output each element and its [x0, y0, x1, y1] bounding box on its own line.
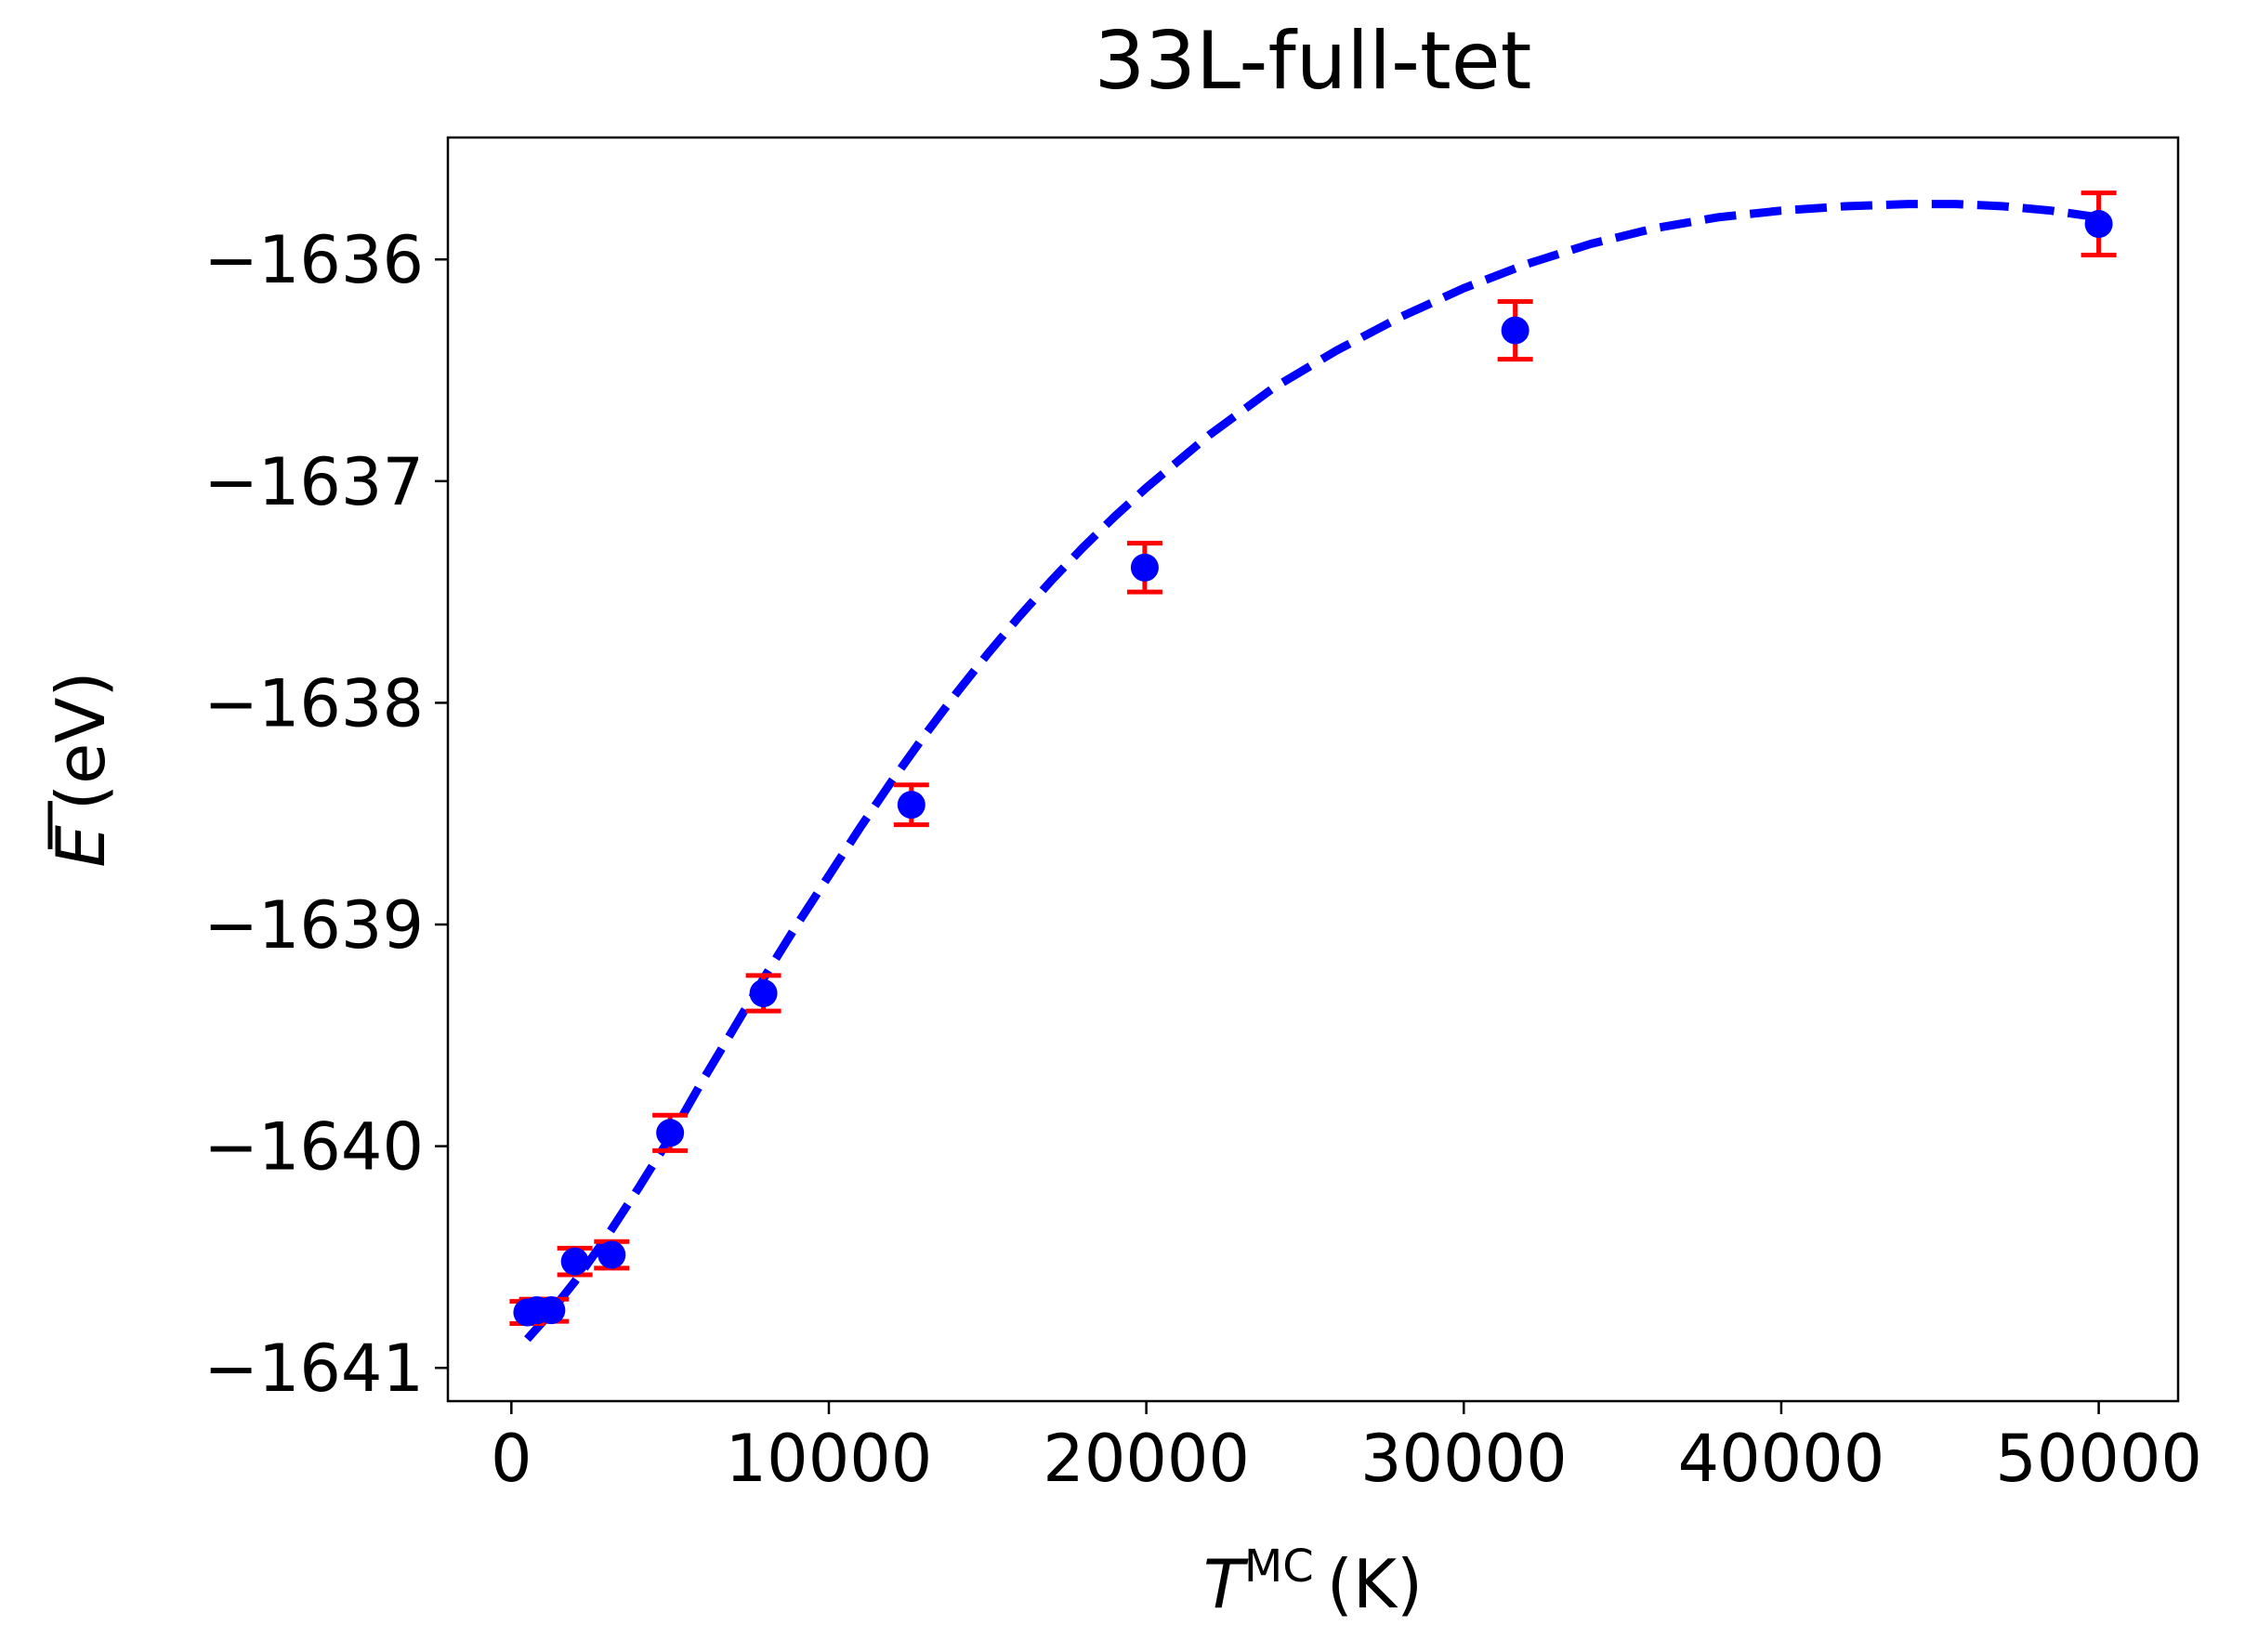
- x-axis-label-unit: (K): [1327, 1545, 1423, 1623]
- y-axis-label-unit: (eV): [42, 671, 120, 810]
- y-axis-ticks: −1641 −1640 −1639 −1638 −1637 −1636: [203, 222, 448, 1407]
- x-axis-label-superscript: MC: [1244, 1541, 1314, 1593]
- data-point: [656, 1119, 685, 1147]
- y-axis-label: E (eV): [42, 671, 120, 867]
- fit-line-layer: [524, 200, 2100, 1343]
- x-tick-label: 20000: [1043, 1421, 1250, 1497]
- data-point: [560, 1247, 589, 1276]
- y-axis-label-group: E (eV): [42, 671, 120, 867]
- y-axis-label-symbol: E: [42, 825, 120, 868]
- y-tick-label: −1636: [203, 222, 424, 298]
- chart-title: 33L-full-tet: [1095, 15, 1532, 108]
- y-tick-label: −1639: [203, 887, 424, 964]
- data-point: [749, 978, 778, 1007]
- x-tick-label: 30000: [1360, 1421, 1568, 1497]
- x-tick-label: 10000: [726, 1421, 933, 1497]
- y-tick-label: −1638: [203, 665, 424, 741]
- y-tick-label: −1637: [203, 444, 424, 520]
- data-point: [2084, 210, 2113, 239]
- marker-layer: [513, 210, 2113, 1327]
- plot-frame: [446, 136, 2180, 1403]
- fit-line: [524, 200, 2100, 1343]
- data-point: [597, 1240, 626, 1269]
- x-axis-ticks: 0 10000 20000 30000 40000 50000: [491, 1401, 2202, 1497]
- x-tick-label: 0: [491, 1421, 532, 1497]
- x-tick-label: 40000: [1678, 1421, 1885, 1497]
- y-tick-label: −1640: [203, 1109, 424, 1186]
- data-point: [537, 1296, 566, 1325]
- y-tick-label: −1641: [203, 1331, 424, 1407]
- x-axis-label: TMC (K): [1203, 1541, 1423, 1623]
- data-point: [897, 791, 926, 819]
- data-point: [1130, 553, 1159, 582]
- data-point: [1501, 316, 1529, 345]
- x-tick-label: 50000: [1995, 1421, 2202, 1497]
- x-axis-label-symbol: T: [1203, 1545, 1249, 1623]
